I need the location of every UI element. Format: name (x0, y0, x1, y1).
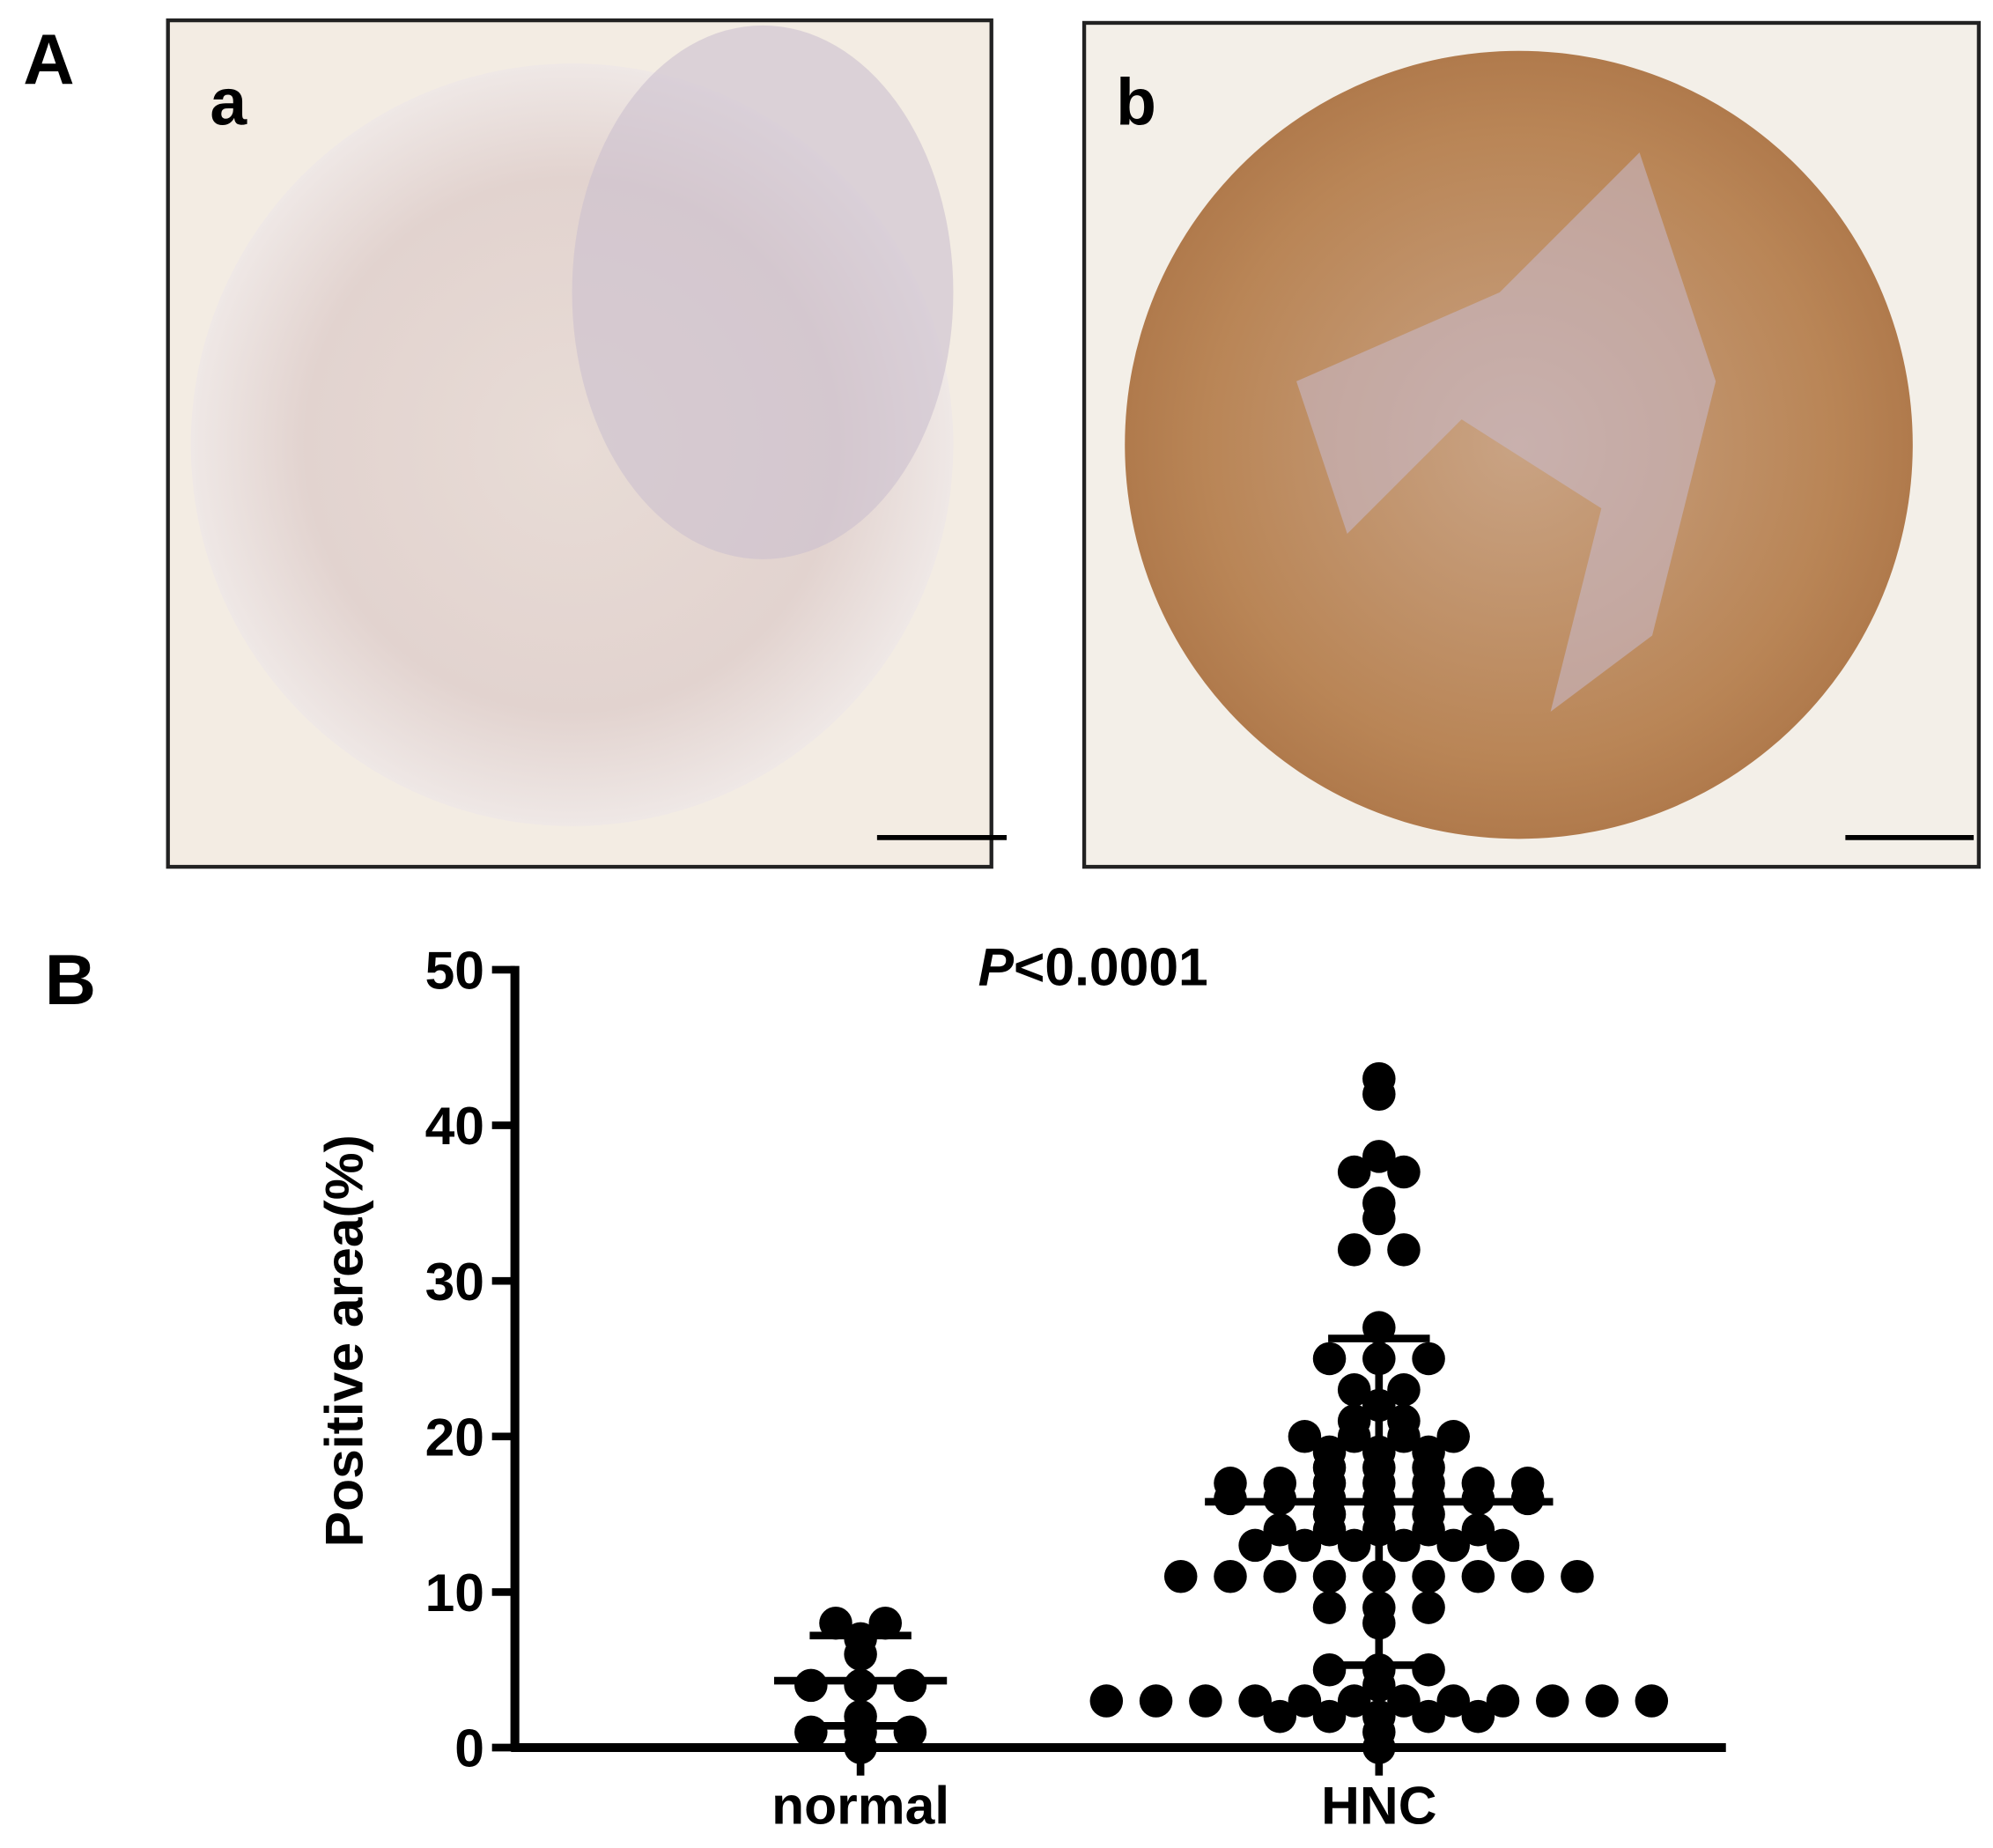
data-point (1436, 1420, 1470, 1453)
image-label: b (1116, 64, 1156, 138)
data-point (893, 1668, 927, 1703)
data-point (1461, 1559, 1495, 1593)
data-point (1263, 1559, 1297, 1593)
data-point (1461, 1699, 1495, 1733)
y-tick-label: 0 (454, 1719, 484, 1778)
data-point (1337, 1155, 1371, 1189)
data-point (1436, 1528, 1470, 1563)
data-point (1263, 1699, 1297, 1733)
data-point (1461, 1512, 1495, 1547)
data-point (1362, 1140, 1396, 1173)
panel-label: A (23, 20, 74, 100)
data-point (1362, 1186, 1396, 1220)
y-tick-label: 50 (425, 941, 484, 1001)
data-point (1585, 1684, 1619, 1718)
data-point (1263, 1512, 1297, 1547)
p-value: P<0.0001 (978, 936, 1208, 996)
data-point (1312, 1699, 1347, 1733)
p-symbol: P (978, 936, 1015, 996)
y-tick-label: 20 (425, 1407, 484, 1467)
data-point (1510, 1467, 1545, 1500)
data-point (1387, 1233, 1421, 1267)
data-point (1412, 1435, 1445, 1469)
data-point (794, 1715, 828, 1749)
data-point (1263, 1467, 1297, 1500)
data-point (1089, 1684, 1124, 1718)
data-point (1536, 1684, 1569, 1718)
data-point (1412, 1652, 1445, 1687)
data-point (1214, 1467, 1247, 1500)
data-point (1288, 1684, 1322, 1718)
data-point (1387, 1528, 1421, 1563)
data-point (868, 1606, 903, 1640)
data-point (1362, 1061, 1396, 1096)
data-point (1387, 1155, 1421, 1189)
tissue-region (572, 25, 954, 559)
data-point (1362, 1699, 1396, 1733)
data-point (1412, 1342, 1445, 1376)
data-point (1337, 1373, 1371, 1407)
data-point (1312, 1435, 1347, 1469)
panel-label: B (45, 941, 96, 1020)
data-point (1214, 1559, 1247, 1593)
data-point (1337, 1528, 1371, 1563)
data-point (1486, 1684, 1520, 1718)
data-point (1561, 1559, 1594, 1593)
data-point (1189, 1684, 1222, 1718)
data-point (1337, 1233, 1371, 1267)
tissue-region (1296, 152, 1716, 713)
data-point (1412, 1699, 1445, 1733)
image-label: a (210, 64, 247, 138)
data-point (1288, 1420, 1322, 1453)
data-point (794, 1668, 828, 1703)
y-tick-label: 10 (425, 1563, 484, 1623)
data-point (1238, 1684, 1272, 1718)
data-point (1288, 1528, 1322, 1563)
data-point (1412, 1559, 1445, 1593)
y-tick-label: 30 (425, 1252, 484, 1312)
data-point (819, 1606, 853, 1640)
data-point (1337, 1684, 1371, 1718)
data-point (1139, 1684, 1173, 1718)
data-point (1238, 1528, 1272, 1563)
y-axis-label: Positive area(%) (314, 1135, 373, 1547)
x-tick-label: normal (771, 1776, 949, 1836)
data-point (1461, 1467, 1495, 1500)
x-tick-label: HNC (1321, 1776, 1436, 1836)
data-point (1337, 1404, 1371, 1438)
data-point (1436, 1684, 1470, 1718)
data-point (1387, 1404, 1421, 1438)
data-point (1412, 1591, 1445, 1624)
data-point (1486, 1528, 1520, 1563)
data-point (1312, 1342, 1347, 1376)
p-text: <0.0001 (1014, 936, 1208, 996)
data-point (1510, 1559, 1545, 1593)
data-point (893, 1715, 927, 1749)
data-point (1312, 1652, 1347, 1687)
y-tick-label: 40 (425, 1096, 484, 1156)
data-point (1635, 1684, 1669, 1718)
data-point (1312, 1591, 1347, 1624)
data-point (1387, 1373, 1421, 1407)
data-point (1163, 1559, 1198, 1593)
data-point (1312, 1559, 1347, 1593)
data-point (1387, 1684, 1421, 1718)
